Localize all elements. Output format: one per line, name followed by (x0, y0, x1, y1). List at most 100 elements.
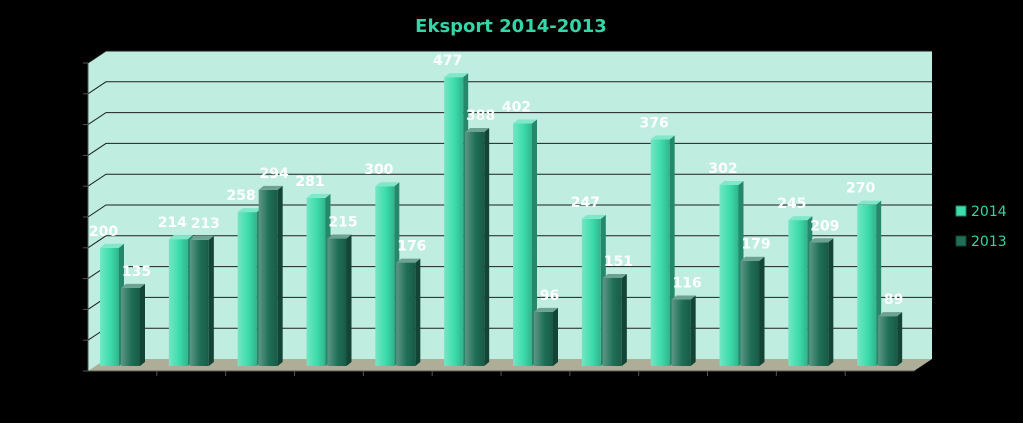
data-label-2013-9: 116 (673, 276, 702, 292)
bar-front (650, 139, 670, 366)
bar-top (878, 312, 903, 317)
bar-front (375, 186, 395, 366)
legend-swatch (955, 235, 967, 247)
bar-2013-3 (258, 185, 283, 366)
bar-top (581, 214, 606, 219)
bar-front (740, 260, 760, 366)
legend-item-2014: 2014 (955, 204, 1007, 220)
data-label-2014-9: 376 (640, 115, 669, 131)
bar-front (100, 247, 119, 366)
gridline (87, 112, 932, 126)
data-label-2014-1: 200 (89, 224, 118, 240)
bar-top (327, 234, 352, 239)
bar-front (788, 220, 808, 366)
bar-top (258, 185, 283, 190)
legend-swatch (955, 205, 967, 217)
bar-2014-10 (719, 180, 744, 366)
data-label-2014-12: 270 (846, 181, 875, 197)
bar-top (121, 283, 145, 288)
bar-side (140, 283, 145, 366)
data-label-2013-3: 294 (260, 166, 289, 182)
bar-front (809, 242, 829, 366)
bar-top (671, 295, 696, 300)
bar-front (857, 204, 877, 366)
bar-front (602, 277, 622, 366)
bar-2014-6 (444, 73, 469, 366)
bar-front (878, 316, 898, 366)
chart-title: Eksport 2014-2013 (415, 16, 607, 37)
bar-2013-11 (809, 238, 834, 366)
bar-side (484, 127, 490, 366)
bar-side (346, 234, 352, 366)
bar-2013-8 (602, 273, 627, 366)
bar-2013-4 (327, 234, 352, 366)
bar-side (415, 258, 421, 366)
bar-side (553, 307, 558, 366)
data-label-2013-7: 96 (540, 288, 559, 304)
bar-top (740, 256, 765, 261)
bar-side (828, 238, 834, 366)
bar-2014-8 (581, 214, 606, 366)
bar-2013-7 (534, 307, 558, 366)
bar-front (237, 212, 257, 366)
bar-2014-1 (100, 243, 124, 366)
bar-front (465, 131, 485, 366)
bar-front (189, 239, 209, 366)
bar-side (277, 185, 283, 366)
bar-front (258, 189, 278, 366)
legend-label: 2013 (971, 234, 1007, 250)
legend-item-2013: 2013 (955, 234, 1007, 250)
data-label-2014-6: 477 (433, 53, 462, 69)
bar-2014-7 (513, 119, 537, 366)
bar-top (100, 243, 124, 248)
legend-label: 2014 (971, 204, 1007, 220)
bar-front (327, 238, 347, 366)
bar-top (189, 235, 214, 240)
data-label-2014-2: 214 (158, 215, 187, 231)
legend: 2014 2013 (955, 204, 1007, 250)
gridline (87, 50, 932, 64)
data-label-2014-10: 302 (708, 161, 737, 177)
data-label-2014-5: 300 (364, 162, 393, 178)
bar-side (532, 119, 537, 366)
data-label-2013-5: 176 (397, 239, 426, 255)
bar-side (759, 256, 765, 366)
bar-front (396, 262, 416, 366)
bar-front (671, 299, 691, 366)
bar-front (719, 184, 739, 366)
bar-2013-5 (396, 258, 421, 366)
data-label-2013-4: 215 (328, 215, 357, 231)
data-label-2013-6: 388 (466, 108, 495, 124)
bar-2013-1 (121, 283, 145, 366)
bar-front (306, 197, 326, 366)
bar-top (650, 135, 675, 140)
bar-2014-2 (168, 235, 193, 366)
bars (100, 73, 903, 366)
bar-front (534, 311, 553, 366)
data-label-2014-7: 402 (502, 99, 531, 115)
bar-top (396, 258, 421, 263)
bar-top (465, 127, 490, 132)
bar-2014-5 (375, 182, 400, 366)
bar-side (690, 295, 696, 366)
bar-2014-9 (650, 135, 675, 366)
data-label-2013-2: 213 (191, 216, 220, 232)
bar-2013-12 (878, 312, 903, 366)
data-label-2013-11: 209 (810, 218, 839, 234)
bar-front (444, 77, 464, 366)
bar-front (581, 218, 601, 366)
bar-front (121, 287, 140, 366)
bar-top (375, 182, 400, 187)
data-label-2014-4: 281 (295, 174, 324, 190)
bar-side (897, 312, 903, 366)
data-labels: 200 214 258 281 300 477 402 247 376 302 245 270 135 2… (89, 53, 904, 308)
bar-top (534, 307, 558, 312)
data-label-2013-10: 179 (741, 237, 770, 253)
data-label-2014-8: 247 (571, 195, 600, 211)
bar-2013-6 (465, 127, 490, 366)
bar-top (857, 200, 882, 205)
bar-2014-12 (857, 200, 882, 366)
bar-2013-2 (189, 235, 214, 366)
data-label-2013-12: 89 (884, 292, 903, 308)
